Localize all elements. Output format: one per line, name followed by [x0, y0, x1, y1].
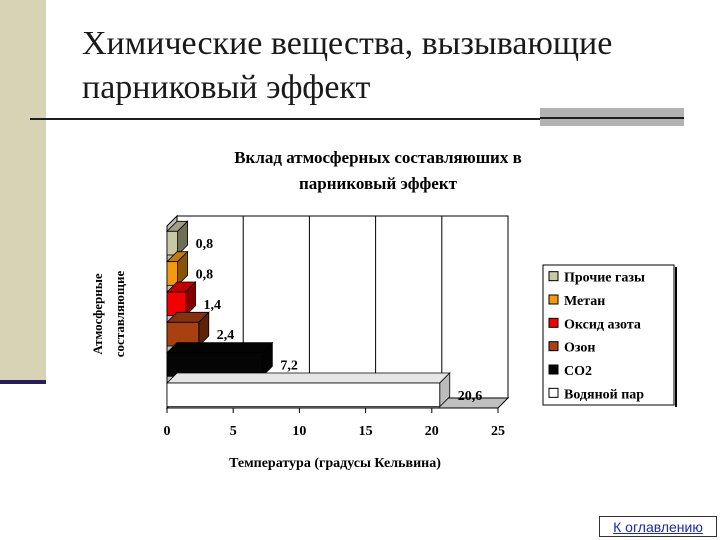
- legend-label: Оксид азота: [564, 317, 641, 332]
- legend-label: Озон: [564, 341, 596, 356]
- bar: [166, 382, 441, 408]
- data-label: 0,8: [196, 268, 214, 283]
- bar-top-face: [166, 342, 274, 354]
- data-label: 2,4: [217, 328, 235, 343]
- chart-title-line-2: парниковый эффект: [299, 174, 458, 193]
- data-label: 20,6: [458, 389, 483, 404]
- x-tick-label: 20: [425, 424, 439, 439]
- bar: [166, 261, 178, 286]
- x-tick-label: 25: [491, 424, 505, 439]
- legend-box: [542, 264, 675, 406]
- data-label: 7,2: [280, 359, 298, 374]
- legend-swatch: [548, 341, 559, 352]
- toc-link[interactable]: К оглавлению: [599, 516, 717, 537]
- data-label: 1,4: [204, 298, 222, 313]
- slide-title: Химические вещества, вызывающие парников…: [82, 22, 612, 110]
- legend-label: Водяной пар: [564, 387, 644, 402]
- title-decor-box-line: [540, 117, 684, 119]
- legend-swatch: [548, 317, 559, 328]
- x-axis-label: Температура (градусы Кельвина): [229, 456, 441, 471]
- legend-label: Метан: [564, 294, 605, 309]
- left-decor-band: [0, 0, 46, 383]
- x-tick-label: 5: [230, 424, 237, 439]
- x-tick-label: 0: [164, 424, 171, 439]
- legend-swatch: [548, 387, 559, 398]
- legend-label: СО2: [564, 364, 592, 379]
- plot-area: 0 5 10 15 20 25 0,8 0,8 1,4 2,4 7,2 20,6: [164, 214, 510, 439]
- left-decor-line: [0, 380, 46, 384]
- bar: [166, 230, 178, 256]
- data-label: 0,8: [196, 237, 214, 252]
- legend-swatch: [548, 271, 559, 282]
- legend-swatch: [548, 364, 559, 375]
- slide-title-line-2: парниковый эффект: [82, 69, 371, 106]
- chart-legend: Прочие газы Метан Оксид азота Озон СО2 Водяно…: [542, 264, 677, 407]
- legend-swatch: [548, 294, 559, 305]
- x-tick-label: 10: [292, 424, 306, 439]
- slide-title-line-1: Химические вещества, вызывающие: [82, 25, 613, 62]
- chart-title-line-1: Вклад атмосферных составляюших в: [234, 148, 522, 167]
- legend-label: Прочие газы: [564, 271, 645, 286]
- y-axis-label-line-2: составляющие: [112, 271, 127, 358]
- bar-top-face: [166, 372, 451, 384]
- x-tick-label: 15: [359, 424, 373, 439]
- title-underline: [30, 118, 540, 120]
- y-axis-label-line-1: Атмосферные: [90, 273, 105, 355]
